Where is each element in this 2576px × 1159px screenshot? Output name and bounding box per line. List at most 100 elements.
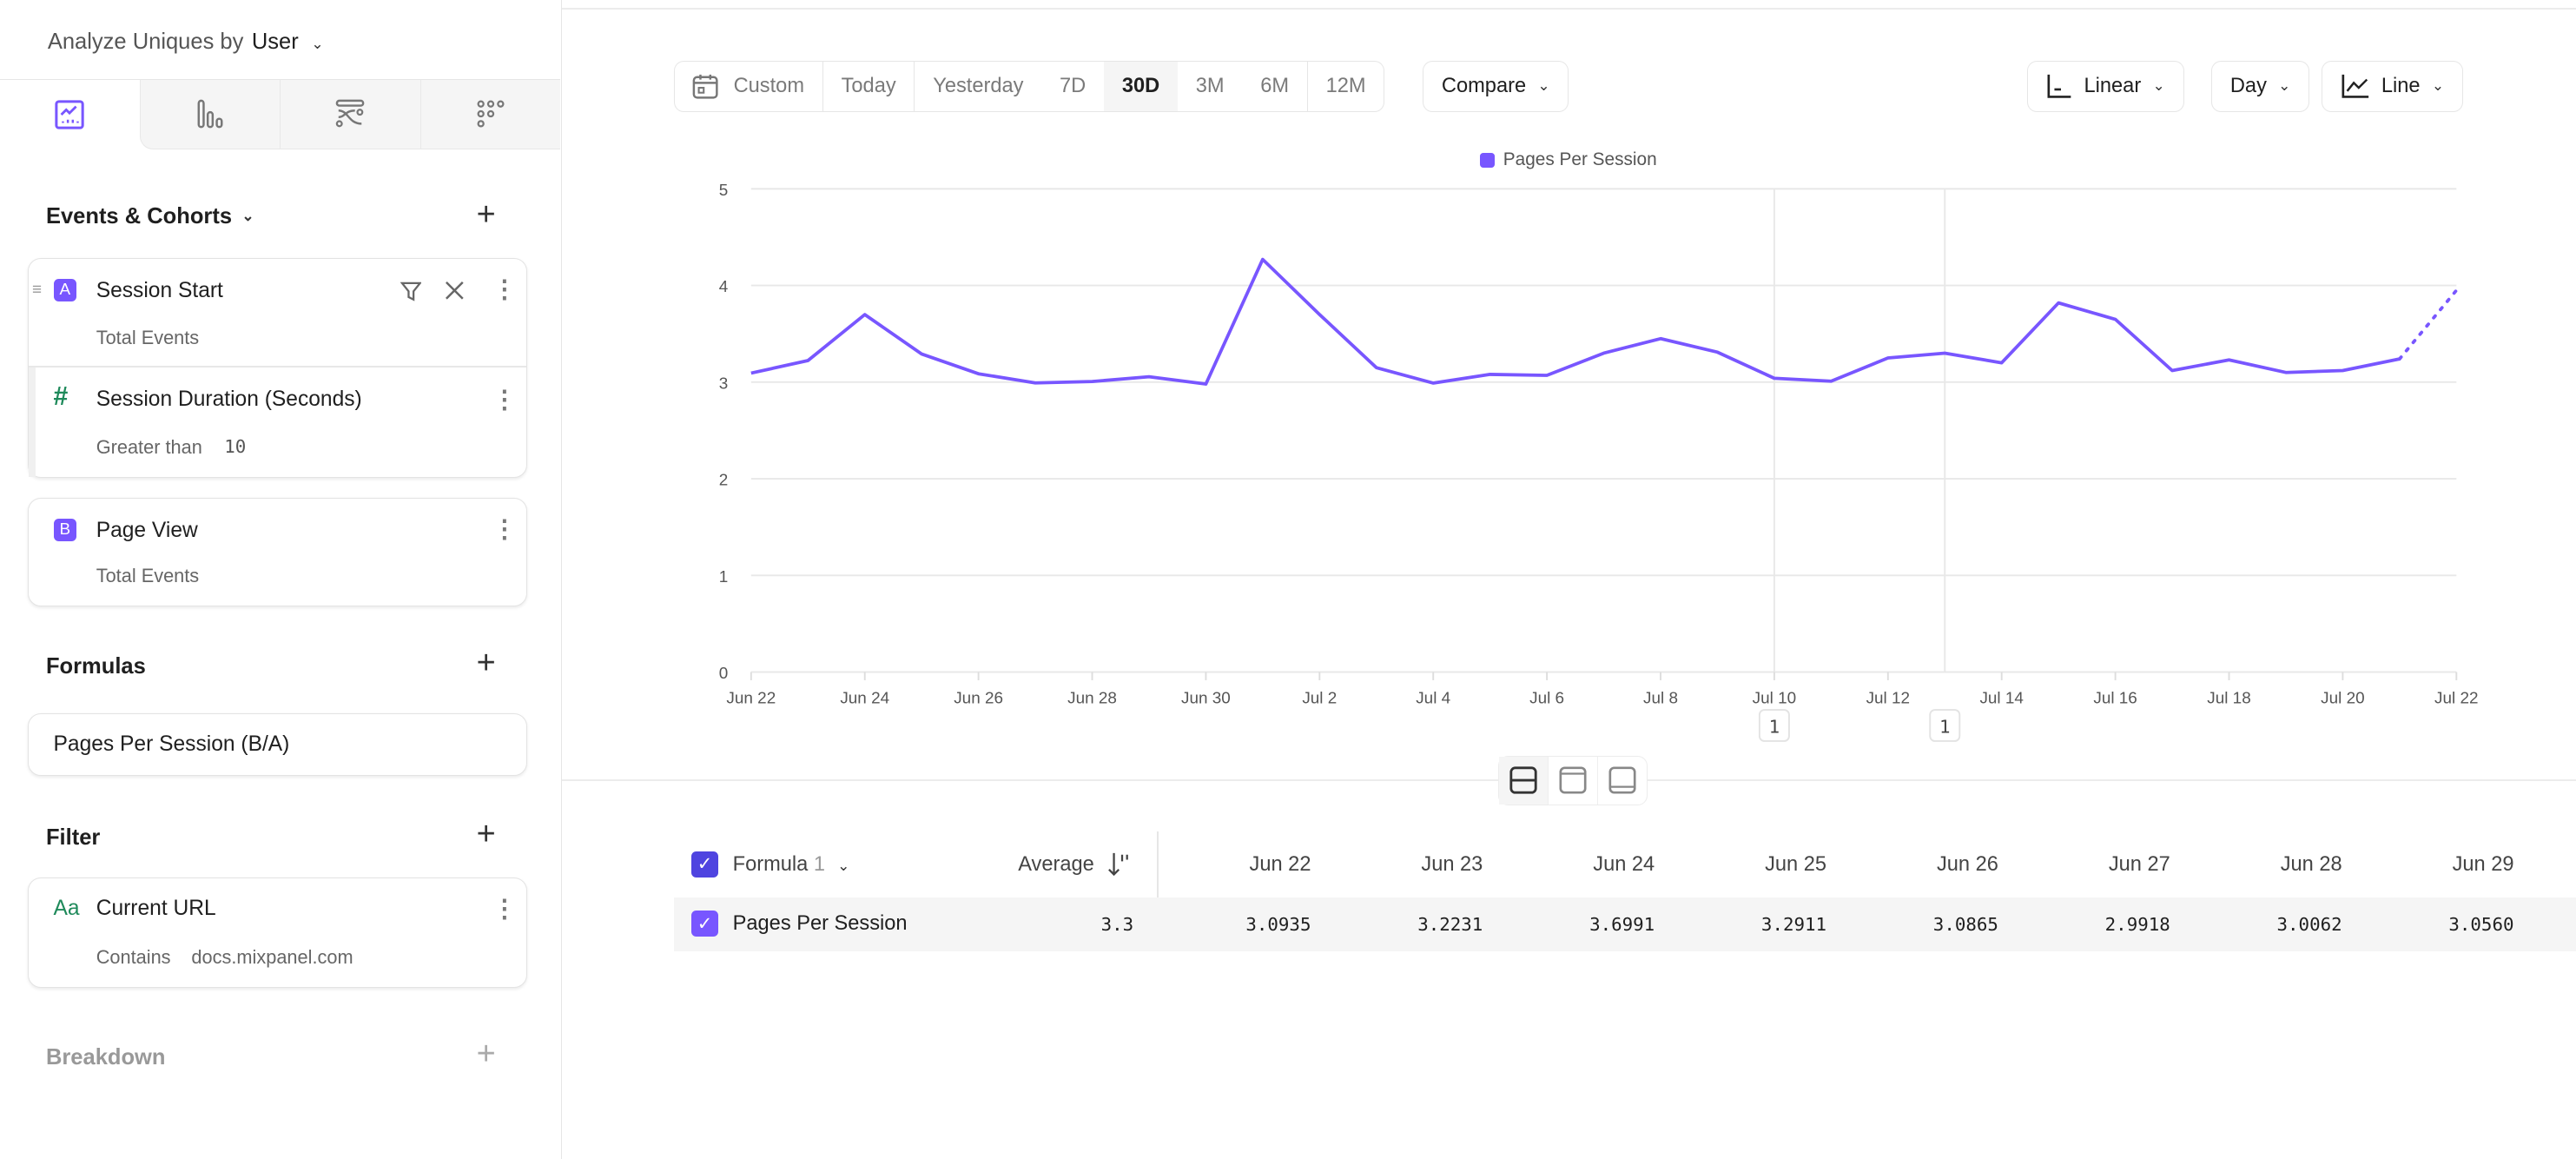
add-event-button[interactable]: +	[476, 195, 496, 233]
formula-card[interactable]: Pages Per Session (B/A)	[28, 712, 528, 776]
sort-descending-icon[interactable]	[1107, 851, 1130, 878]
date-range-3m[interactable]: 3M	[1195, 74, 1225, 97]
average-column-header[interactable]: Average	[1018, 852, 1094, 876]
group-count: 1	[813, 852, 826, 876]
tab-insights[interactable]	[0, 79, 140, 150]
group-label: Formula	[732, 852, 809, 876]
chart-type-dropdown[interactable]: Line ⌄	[2321, 60, 2463, 112]
date-range-custom[interactable]: Custom	[675, 62, 822, 111]
data-point	[1139, 367, 1159, 387]
date-range-today[interactable]: Today	[822, 61, 915, 111]
event-filter-value[interactable]: 10	[224, 436, 247, 458]
date-column-header[interactable]: Jun 22	[1249, 852, 1311, 876]
date-range-7d[interactable]: 7D	[1060, 74, 1087, 97]
row-name[interactable]: Pages Per Session	[732, 911, 908, 935]
filter-operator[interactable]: Contains	[96, 945, 171, 968]
event-badge: B	[53, 518, 76, 542]
table-header: ✓ Formula 1 ⌄ Average Jun 22 Jun 23 Jun 24…	[674, 831, 2576, 952]
data-point	[1764, 368, 1784, 388]
more-options-icon[interactable]: ⋮	[492, 385, 517, 414]
formula-name[interactable]: Pages Per Session (B/A)	[53, 732, 290, 756]
event-name[interactable]: Session Start	[96, 278, 223, 302]
add-formula-button[interactable]: +	[476, 645, 496, 682]
y-tick-label: 0	[718, 665, 728, 683]
x-tick-label: Jul 14	[1979, 690, 2023, 708]
tab-funnels[interactable]	[139, 79, 281, 150]
event-name[interactable]: Page View	[96, 518, 198, 542]
date-column-header[interactable]: Jun 26	[1936, 852, 1998, 876]
date-column-header[interactable]: Jun 23	[1421, 852, 1483, 876]
view-toggle-chart[interactable]	[1548, 757, 1597, 805]
event-card-b[interactable]: B Page View ⋮ Total Events	[28, 498, 528, 606]
add-filter-button[interactable]: +	[476, 816, 496, 853]
calendar-icon	[693, 75, 718, 99]
more-options-icon[interactable]: ⋮	[492, 894, 517, 923]
view-toggle-table[interactable]	[1597, 757, 1647, 805]
drag-handle-icon[interactable]: ≡	[31, 280, 42, 299]
tab-retention[interactable]	[419, 79, 561, 150]
analyze-label: Analyze Uniques by	[47, 30, 244, 55]
event-measure[interactable]: Total Events	[96, 326, 200, 348]
funnels-bar-icon	[197, 100, 223, 129]
more-options-icon[interactable]: ⋮	[492, 275, 517, 303]
analyze-value: User	[251, 30, 299, 55]
data-point	[1082, 372, 1102, 392]
date-column-header[interactable]: Jun 25	[1765, 852, 1827, 876]
filter-property[interactable]: Current URL	[96, 896, 216, 920]
date-column-header[interactable]: Jun 27	[2108, 852, 2170, 876]
chevron-down-icon: ⌄	[2152, 77, 2165, 95]
event-filter-operator[interactable]: Greater than	[96, 436, 202, 459]
date-column-header[interactable]: Jun 29	[2452, 852, 2514, 876]
annotation-marker[interactable]	[1928, 709, 1960, 743]
data-point	[2162, 361, 2182, 381]
data-point	[2333, 361, 2353, 381]
y-tick-label: 4	[718, 278, 728, 296]
events-header-label: Events & Cohorts	[45, 203, 233, 228]
filter-value[interactable]: docs.mixpanel.com	[191, 945, 353, 968]
date-value-cell: 3.0062	[2276, 913, 2342, 935]
data-point	[855, 305, 875, 325]
compare-dropdown[interactable]: Compare ⌄	[1423, 60, 1569, 112]
x-tick-label: Jun 24	[840, 690, 889, 708]
chart-type-label: Line	[2381, 74, 2421, 97]
breakdown-header: Breakdown	[45, 1045, 166, 1070]
retention-dots-icon	[477, 100, 505, 128]
date-range-6m[interactable]: 6M	[1260, 74, 1290, 97]
events-cohorts-header[interactable]: Events & Cohorts ⌄	[46, 204, 254, 229]
annotation-marker[interactable]	[1758, 709, 1790, 743]
scale-dropdown[interactable]: Linear ⌄	[2027, 60, 2184, 112]
event-measure[interactable]: Total Events	[96, 564, 200, 586]
interval-dropdown[interactable]: Day ⌄	[2211, 60, 2310, 112]
date-column-header[interactable]: Jun 24	[1593, 852, 1655, 876]
data-point	[1650, 329, 1670, 349]
group-column-header[interactable]: Formula 1 ⌄	[733, 853, 850, 877]
tab-flows[interactable]	[280, 79, 420, 150]
date-range-12m[interactable]: 12M	[1306, 61, 1384, 111]
event-card-a[interactable]: ≡ A Session Start ⋮ Total Events # Sessi…	[28, 257, 528, 479]
y-tick-label: 5	[718, 182, 728, 200]
date-column-header[interactable]: Jun 28	[2280, 852, 2342, 876]
x-tick-label: Jul 6	[1529, 690, 1564, 708]
analyze-uniques-selector[interactable]: Analyze Uniques by User ⌄	[48, 30, 324, 55]
row-checkbox[interactable]: ✓	[691, 910, 718, 937]
data-point	[2275, 363, 2295, 383]
add-breakdown-button[interactable]: +	[476, 1036, 496, 1073]
more-options-icon[interactable]: ⋮	[492, 514, 517, 543]
axis-scale-icon	[2047, 75, 2071, 98]
text-type-icon: Aa	[53, 896, 80, 920]
date-range-30d[interactable]: 30D	[1104, 61, 1178, 111]
annotation-count: 1	[1939, 717, 1951, 738]
date-range-yesterday[interactable]: Yesterday	[914, 61, 1041, 111]
filter-icon[interactable]	[400, 281, 422, 302]
select-all-checkbox[interactable]: ✓	[691, 851, 718, 878]
event-filter-property[interactable]: Session Duration (Seconds)	[96, 387, 362, 411]
interval-label: Day	[2229, 74, 2267, 97]
filter-indent-bar	[29, 367, 36, 478]
chart-legend-item[interactable]: Pages Per Session	[1480, 149, 1657, 170]
event-badge: A	[53, 278, 76, 302]
close-icon[interactable]	[445, 281, 465, 301]
global-filter-card[interactable]: Aa Current URL ⋮ Contains docs.mixpanel.…	[28, 878, 528, 988]
data-point	[1536, 366, 1556, 386]
view-toggle-split[interactable]	[1499, 757, 1549, 805]
data-point	[1252, 249, 1272, 269]
